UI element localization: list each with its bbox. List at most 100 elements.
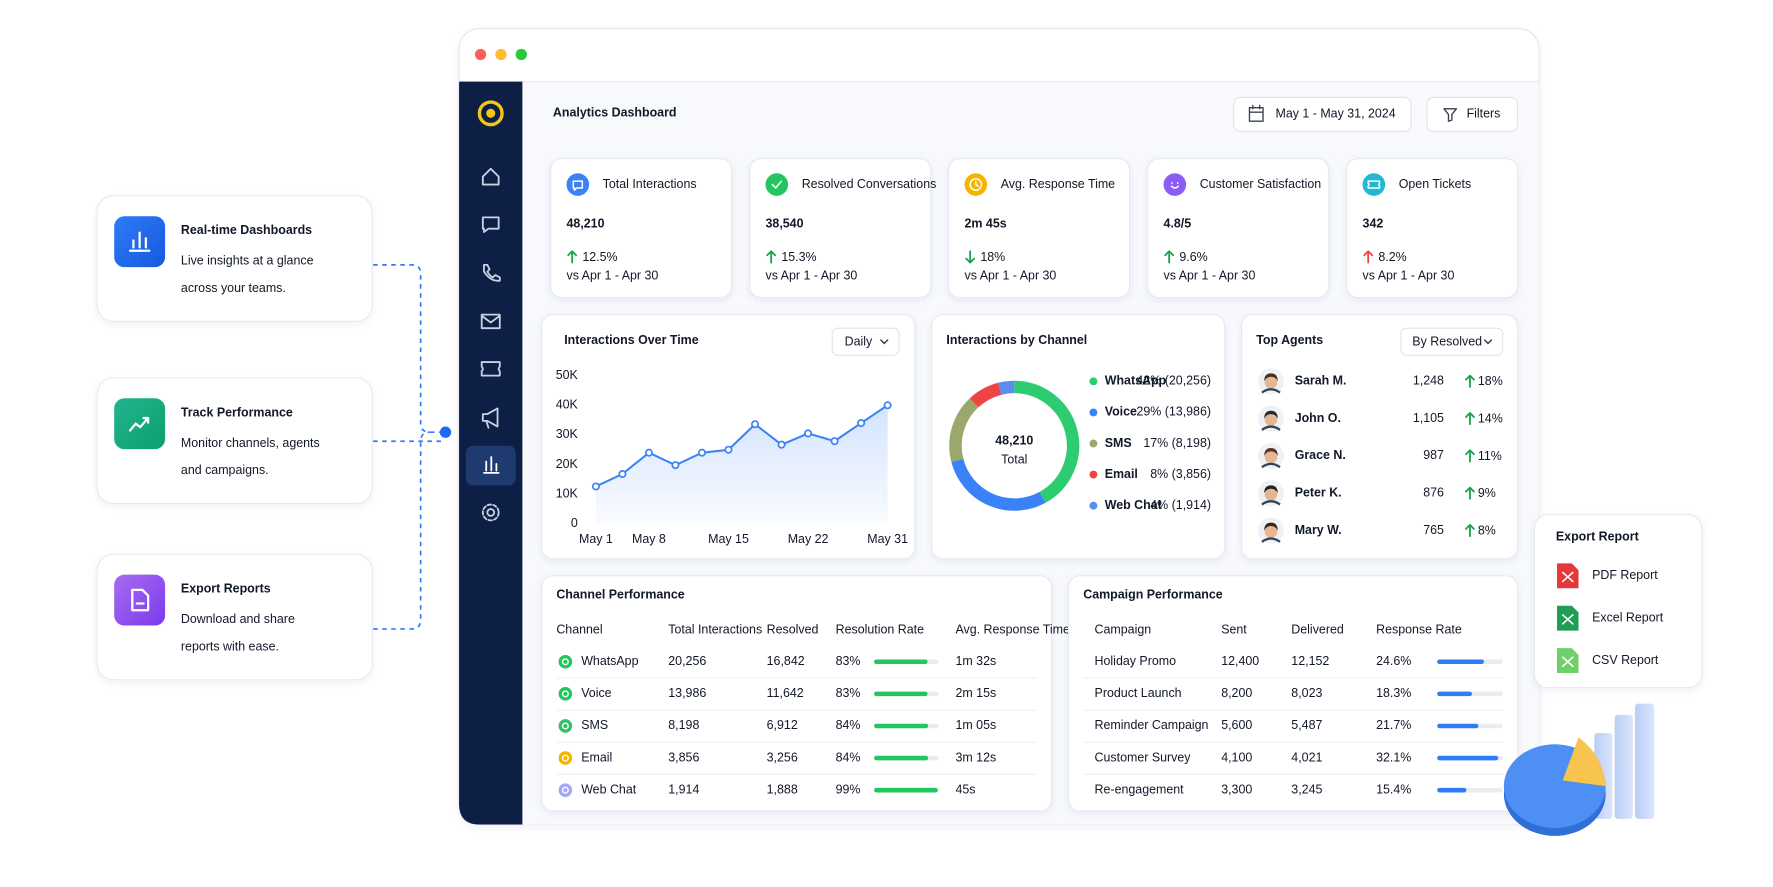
cell: 5,600 xyxy=(1221,718,1252,732)
cell: 45s xyxy=(955,782,975,796)
x-tick-label: May 31 xyxy=(867,532,908,546)
kpi-value: 48,210 xyxy=(567,216,605,230)
cell: 83% xyxy=(836,686,861,700)
feature-glyph xyxy=(128,231,151,252)
kpi-change: 9.6% xyxy=(1179,250,1207,264)
agent-resolved: 1,248 xyxy=(1413,374,1444,388)
point xyxy=(804,429,813,438)
sort-dropdown[interactable] xyxy=(1400,327,1504,356)
interval-label: Daily xyxy=(845,335,873,349)
cell: 1m 32s xyxy=(955,654,996,668)
rate-bar xyxy=(1437,659,1484,664)
column-header: Response Rate xyxy=(1376,622,1462,636)
avatar-hair xyxy=(1264,485,1278,494)
column-header: Total Interactions xyxy=(668,622,762,636)
kpi-icon xyxy=(566,173,590,196)
ticket-icon[interactable] xyxy=(480,361,501,377)
mail-icon[interactable] xyxy=(480,313,501,330)
kpi-glyph xyxy=(1367,180,1381,189)
file-icon[interactable] xyxy=(1557,648,1579,674)
agent-name: Grace N. xyxy=(1295,448,1346,462)
channel-icon xyxy=(558,719,573,733)
kpi-change: 15.3% xyxy=(781,250,816,264)
cell: 3,300 xyxy=(1221,782,1252,796)
channel-glyph xyxy=(561,690,569,698)
campaign-icon[interactable] xyxy=(481,407,499,429)
feature-glyph xyxy=(131,588,150,612)
filters-button[interactable] xyxy=(1426,96,1519,132)
agent-name: John O. xyxy=(1295,411,1341,425)
column-header: Avg. Response Time xyxy=(955,622,1069,636)
legend-value: 8% (3,856) xyxy=(1150,467,1211,481)
page-title: Analytics Dashboard xyxy=(553,106,677,120)
legend-swatch xyxy=(1089,377,1098,386)
kpi-title: Total Interactions xyxy=(603,177,697,191)
cell: 1,888 xyxy=(767,782,798,796)
kpi-glyph xyxy=(572,180,584,191)
avatar-body xyxy=(1261,500,1281,506)
phone-icon[interactable] xyxy=(483,263,501,282)
cell: 12,152 xyxy=(1291,654,1329,668)
avatar-body xyxy=(1261,537,1281,543)
section-title: Top Agents xyxy=(1256,333,1323,347)
point xyxy=(671,461,680,470)
cell: 5,487 xyxy=(1291,718,1322,732)
cell: 8,023 xyxy=(1291,686,1322,700)
cell: 21.7% xyxy=(1376,718,1411,732)
x-tick-label: May 22 xyxy=(788,532,829,546)
feature-icon xyxy=(114,398,166,450)
avatar-face xyxy=(1264,376,1278,389)
home-icon[interactable] xyxy=(481,167,500,186)
legend-label: WhatsApp xyxy=(1105,374,1167,388)
channel-icon xyxy=(558,654,573,669)
kpi-change: 8.2% xyxy=(1378,250,1406,264)
analytics-icon[interactable] xyxy=(483,456,500,474)
channel-icon xyxy=(558,687,573,701)
campaign-name: Re-engagement xyxy=(1095,782,1185,796)
avatar-body xyxy=(1261,388,1281,394)
calendar-icon xyxy=(1248,104,1264,122)
agent-resolved: 987 xyxy=(1423,448,1444,462)
export-option[interactable]: Excel Report xyxy=(1592,610,1664,624)
feature-description: across your teams. xyxy=(181,281,286,295)
file-icon[interactable] xyxy=(1557,563,1579,589)
avatar-face xyxy=(1264,488,1278,501)
donut-segment xyxy=(949,398,979,462)
deco-bar xyxy=(1614,714,1633,819)
cell: 13,986 xyxy=(668,686,706,700)
avatar-hair xyxy=(1264,522,1278,531)
kpi-card xyxy=(1147,157,1330,299)
export-option[interactable]: CSV Report xyxy=(1592,653,1659,667)
feature-description: Download and share xyxy=(181,612,295,626)
kpi-value: 342 xyxy=(1363,216,1384,230)
date-range-button[interactable] xyxy=(1233,96,1412,132)
file-icon[interactable] xyxy=(1557,605,1579,631)
legend-value: 4% (1,914) xyxy=(1150,498,1211,512)
cell: 24.6% xyxy=(1376,654,1411,668)
cell: 16,842 xyxy=(767,654,805,668)
interval-dropdown[interactable] xyxy=(831,327,900,356)
kpi-card xyxy=(749,157,932,299)
settings-icon[interactable] xyxy=(486,508,496,517)
cell: 18.3% xyxy=(1376,686,1411,700)
avatar-body xyxy=(1261,425,1281,431)
kpi-glyph xyxy=(1170,182,1179,189)
legend-label: SMS xyxy=(1105,436,1132,450)
settings-icon[interactable] xyxy=(481,503,500,522)
point xyxy=(777,440,786,449)
export-option[interactable]: PDF Report xyxy=(1592,568,1658,582)
x-tick-label: May 15 xyxy=(708,532,749,546)
kpi-glyph xyxy=(969,178,983,191)
point xyxy=(697,448,706,457)
cell: 3m 12s xyxy=(955,750,996,764)
chat-icon[interactable] xyxy=(481,216,500,233)
cell: 3,256 xyxy=(767,750,798,764)
window-dot xyxy=(495,48,507,61)
agents-card xyxy=(1240,314,1519,560)
feature-description: reports with ease. xyxy=(181,639,279,653)
kpi-change: 12.5% xyxy=(582,250,617,264)
agent-change: 18% xyxy=(1478,374,1503,388)
cell: 4,100 xyxy=(1221,750,1252,764)
kpi-glyph xyxy=(771,180,783,189)
agent-resolved: 765 xyxy=(1423,523,1444,537)
